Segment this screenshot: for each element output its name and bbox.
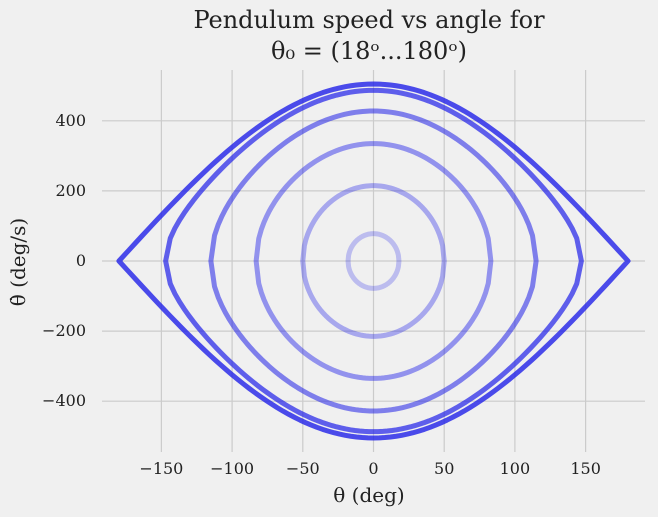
series-orbit-147 xyxy=(163,87,584,435)
grid xyxy=(102,70,645,452)
series-orbit-50 xyxy=(300,183,447,339)
x-tick-label: −150 xyxy=(139,459,183,478)
x-tick-label: −100 xyxy=(210,459,254,478)
y-tick-label: 200 xyxy=(55,181,86,200)
y-axis-label: θ̇ (deg/s) xyxy=(6,218,30,306)
x-tick-label: −50 xyxy=(286,459,320,478)
y-tick-labels: −400 −200 0 200 400 xyxy=(42,111,86,410)
y-tick-label: −400 xyxy=(42,391,86,410)
x-tick-labels: −150 −100 −50 0 50 100 150 xyxy=(139,459,600,478)
x-axis-label: θ (deg) xyxy=(333,483,404,507)
y-tick-label: 0 xyxy=(76,251,86,270)
series-orbit-83 xyxy=(253,141,494,381)
x-tick-label: 0 xyxy=(368,459,378,478)
x-tick-label: 50 xyxy=(434,459,454,478)
chart-title-line1: Pendulum speed vs angle for xyxy=(193,6,545,34)
x-tick-label: 150 xyxy=(570,459,601,478)
y-tick-label: 400 xyxy=(55,111,86,130)
series-orbit-18 xyxy=(345,231,402,291)
chart-title-line2: θ₀ = (18ᵒ...180ᵒ) xyxy=(271,37,467,65)
y-tick-label: −200 xyxy=(42,321,86,340)
plot-series xyxy=(116,81,631,441)
series-orbit-115 xyxy=(208,108,539,414)
x-tick-label: 100 xyxy=(500,459,531,478)
series-orbit-180 xyxy=(116,81,631,441)
